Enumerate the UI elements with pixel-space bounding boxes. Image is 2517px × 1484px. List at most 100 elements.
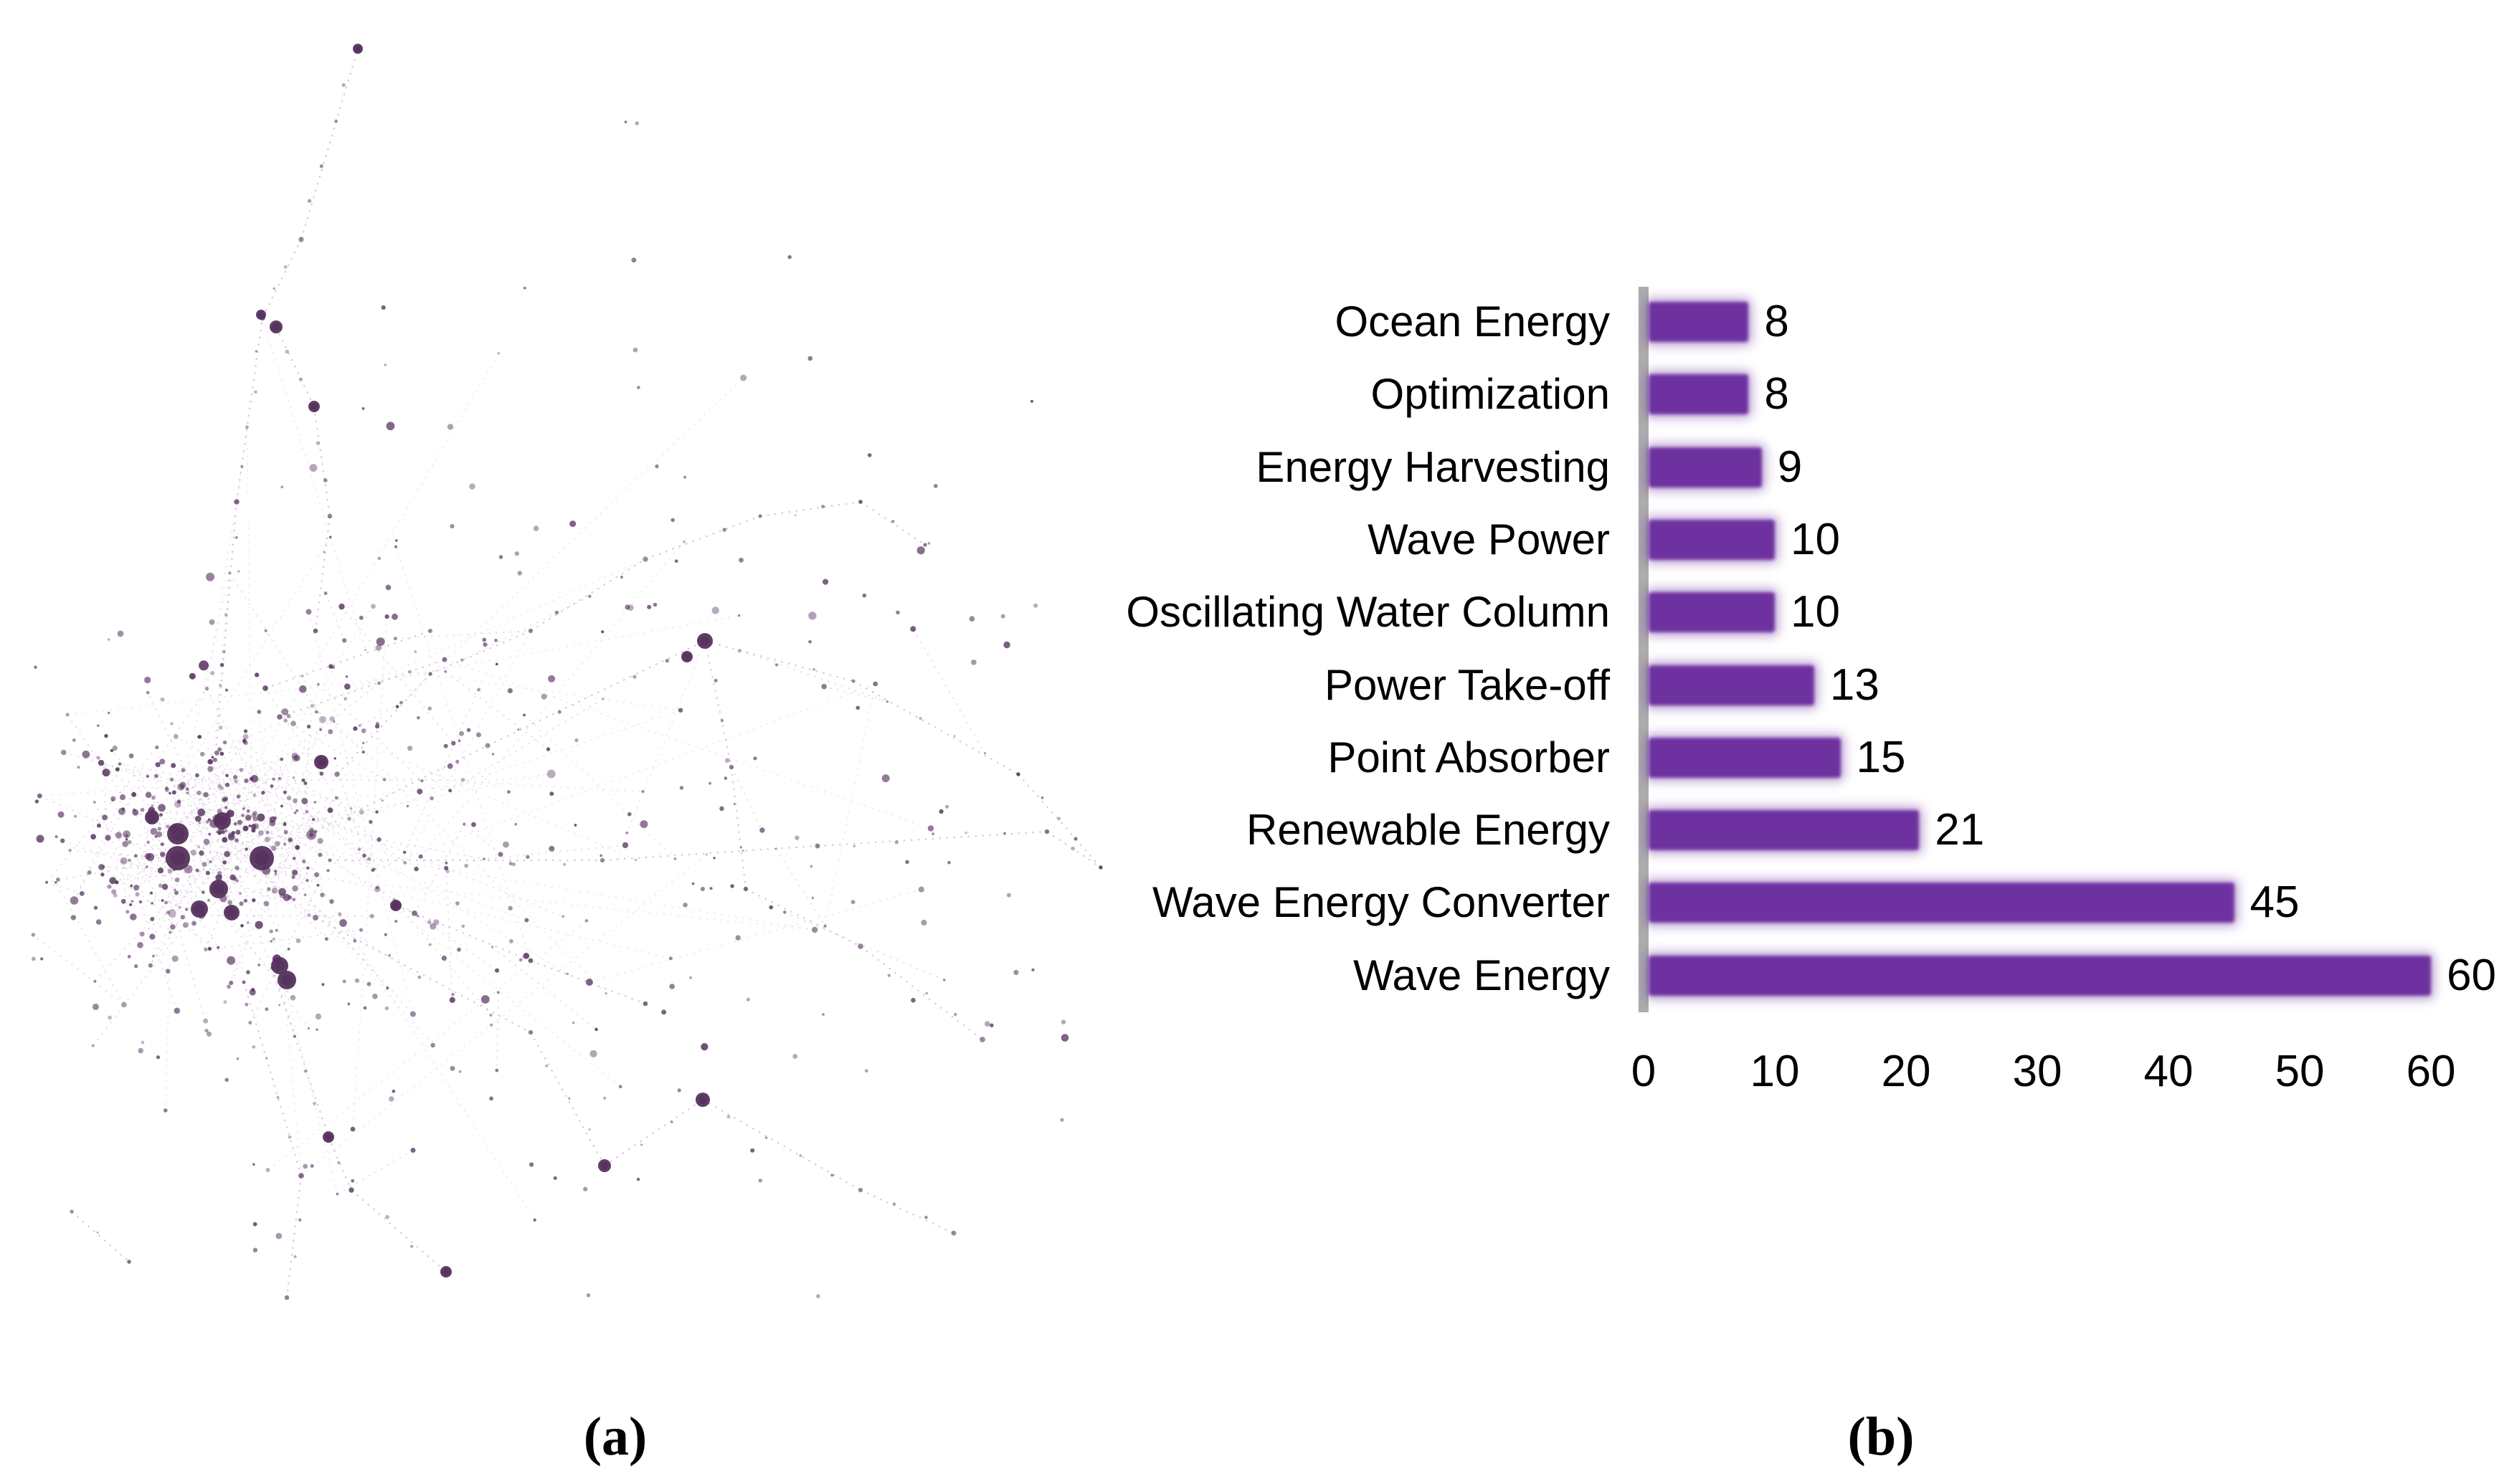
- network-node: [347, 1002, 351, 1006]
- network-node: [125, 834, 128, 837]
- network-node: [283, 842, 287, 846]
- network-edge: [334, 758, 365, 856]
- network-node: [483, 642, 488, 647]
- network-edge: [207, 573, 231, 822]
- network-node: [159, 813, 163, 817]
- network-node: [545, 1064, 548, 1067]
- network-edge: [860, 1189, 954, 1234]
- network-node: [706, 853, 708, 856]
- network-edge: [242, 778, 255, 809]
- network-node: [427, 920, 432, 925]
- network-node: [384, 614, 389, 619]
- network-node: [476, 732, 481, 738]
- network-node: [795, 835, 800, 840]
- network-node: [821, 683, 827, 690]
- network-node: [528, 628, 534, 634]
- network-edge: [116, 881, 204, 916]
- network-node: [112, 746, 118, 751]
- network-node: [225, 782, 230, 787]
- network-node: [632, 675, 637, 679]
- value-label: 8: [1764, 369, 1789, 419]
- network-node: [141, 1040, 145, 1045]
- network-node: [281, 708, 289, 715]
- network-node: [242, 980, 246, 984]
- network-node: [235, 829, 241, 835]
- network-node: [257, 813, 265, 822]
- network-node: [823, 924, 827, 928]
- network-node: [208, 832, 212, 836]
- network-node: [677, 1088, 681, 1093]
- network-node: [366, 981, 371, 986]
- network-edge: [341, 606, 455, 744]
- network-node: [111, 889, 117, 895]
- network-node: [622, 842, 629, 849]
- network-edge: [209, 769, 333, 903]
- network-node: [252, 1247, 258, 1252]
- network-node: [228, 832, 234, 839]
- network-node: [134, 964, 138, 969]
- network-edge: [824, 683, 876, 926]
- network-node: [324, 937, 328, 941]
- network-node: [184, 908, 189, 911]
- network-node: [156, 831, 163, 838]
- network-node: [372, 994, 378, 999]
- x-tick-label: 30: [2012, 1047, 2062, 1096]
- network-node: [279, 893, 285, 899]
- network-node: [1099, 865, 1103, 870]
- network-node: [316, 1028, 318, 1031]
- network-node: [417, 789, 423, 795]
- network-node: [719, 806, 724, 812]
- network-node: [351, 1179, 355, 1183]
- network-node: [923, 543, 927, 547]
- network-edge: [445, 867, 453, 1000]
- network-node: [34, 665, 37, 669]
- network-node: [584, 919, 589, 923]
- network-node: [916, 546, 925, 555]
- network-edge: [219, 558, 646, 751]
- network-node: [115, 767, 120, 772]
- network-edge: [285, 720, 385, 781]
- network-node: [242, 733, 249, 740]
- network-node: [220, 786, 224, 790]
- network-edge: [496, 992, 499, 1071]
- bar: [1649, 302, 1749, 342]
- network-node: [164, 786, 169, 791]
- network-node: [70, 915, 76, 921]
- network-node: [635, 121, 640, 125]
- network-node: [191, 921, 196, 926]
- network-node: [201, 890, 205, 894]
- network-node: [1003, 641, 1010, 649]
- network-node: [403, 861, 407, 865]
- value-label: 45: [2250, 877, 2300, 928]
- network-edge: [39, 795, 127, 835]
- network-node: [430, 1042, 435, 1048]
- network-node: [925, 991, 928, 995]
- network-node: [293, 812, 297, 814]
- network-node: [568, 1097, 571, 1100]
- network-edge: [289, 839, 318, 875]
- network-node: [523, 286, 526, 290]
- network-node: [528, 958, 534, 964]
- network-node: [298, 237, 304, 242]
- network-node: [354, 978, 360, 983]
- network-edge: [160, 870, 207, 1022]
- network-node: [482, 637, 487, 642]
- network-node: [586, 1293, 591, 1298]
- network-node: [583, 1186, 588, 1192]
- network-node: [36, 834, 44, 843]
- network-node: [77, 766, 80, 769]
- network-node: [342, 638, 347, 643]
- network-node: [171, 790, 176, 795]
- network-node: [497, 352, 501, 355]
- network-node: [133, 808, 136, 812]
- network-node: [927, 825, 934, 832]
- network-node: [735, 935, 741, 941]
- network-node: [627, 812, 632, 817]
- network-node: [344, 683, 351, 690]
- network-node: [234, 838, 240, 843]
- category-label: Power Take-off: [1324, 660, 1610, 709]
- network-edge: [523, 714, 676, 860]
- network-node: [293, 857, 296, 860]
- network-edge: [70, 850, 151, 858]
- network-node: [722, 528, 726, 532]
